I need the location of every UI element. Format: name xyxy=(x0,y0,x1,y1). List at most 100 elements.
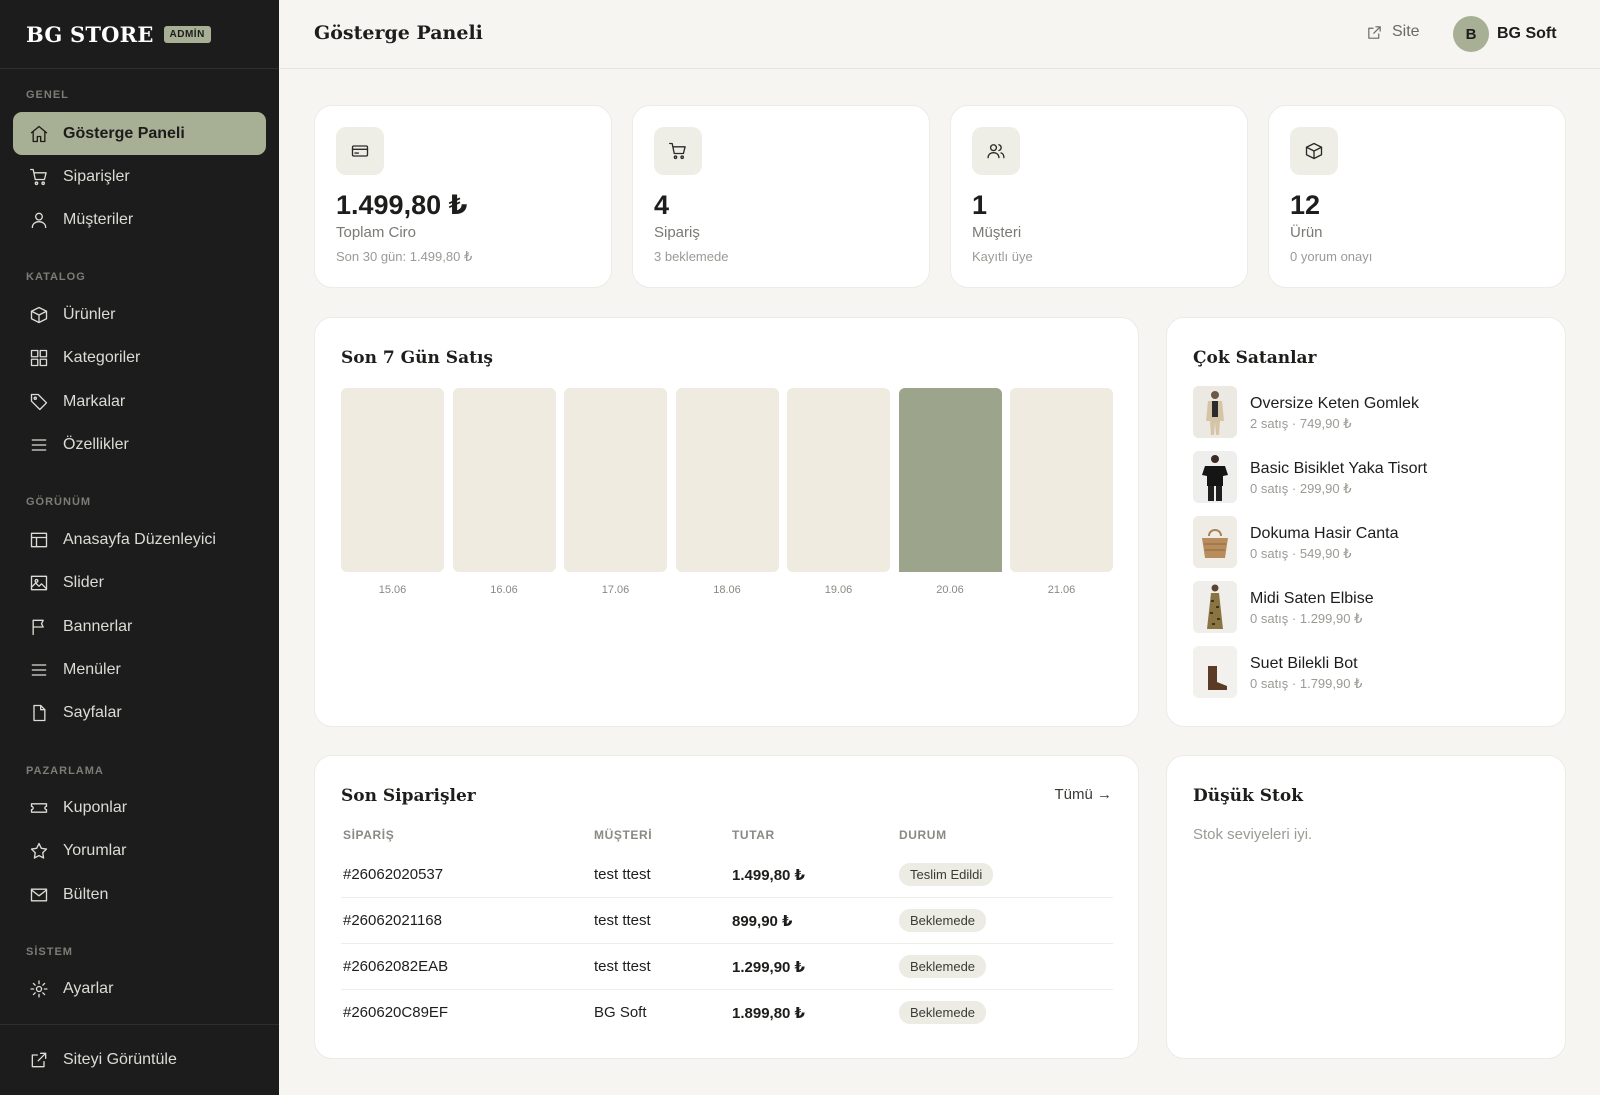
x-tick-label: 15.06 xyxy=(378,584,407,596)
stat-value: 4 xyxy=(654,190,670,220)
bar-track xyxy=(675,388,779,572)
sidebar-item-categories[interactable]: Kategoriler xyxy=(13,336,266,379)
box-icon xyxy=(1290,127,1338,175)
card-title: Düşük Stok xyxy=(1193,786,1303,806)
column-header-order: SİPARİŞ xyxy=(343,828,395,842)
nav-section-pazarlama: PAZARLAMA xyxy=(26,765,104,777)
recent-orders-card: Son Siparişler Tümü → SİPARİŞ MÜŞTERİ TU… xyxy=(314,755,1139,1059)
ticket-icon xyxy=(28,797,50,819)
sidebar-divider xyxy=(0,1024,279,1025)
stat-label: Ürün xyxy=(1290,224,1323,241)
cart-icon xyxy=(28,166,50,188)
sidebar-item-dashboard[interactable]: Gösterge Paneli xyxy=(13,112,266,155)
sidebar-item-homepage-editor[interactable]: Anasayfa Düzenleyici xyxy=(13,518,266,561)
order-customer: test ttest xyxy=(594,958,651,975)
bestseller-item[interactable]: Midi Saten Elbise 0 satış · 1.299,90 ₺ xyxy=(1193,581,1553,633)
sidebar-item-newsletter[interactable]: Bülten xyxy=(13,873,266,916)
bestseller-item[interactable]: Basic Bisiklet Yaka Tisort 0 satış · 299… xyxy=(1193,451,1553,503)
users-icon xyxy=(972,127,1020,175)
stat-sub: Kayıtlı üye xyxy=(972,249,1033,264)
order-id[interactable]: #260620C89EF xyxy=(343,1004,449,1021)
bar-track xyxy=(452,388,556,572)
order-id[interactable]: #26062020537 xyxy=(343,866,444,883)
page-title: Gösterge Paneli xyxy=(314,22,483,44)
menu-icon xyxy=(28,659,50,681)
sidebar-item-label: Kuponlar xyxy=(63,798,128,816)
stat-card-revenue: 1.499,80 ₺ Toplam Ciro Son 30 gün: 1.499… xyxy=(314,105,612,288)
card-title: Son Siparişler xyxy=(341,786,476,806)
status-badge: Beklemede xyxy=(899,955,987,978)
sidebar-item-pages[interactable]: Sayfalar xyxy=(13,691,266,734)
cart-icon xyxy=(654,127,702,175)
external-link-icon xyxy=(28,1049,50,1071)
view-all-orders-link[interactable]: Tümü → xyxy=(1054,786,1112,803)
list-icon xyxy=(28,434,50,456)
bar-20.06[interactable] xyxy=(898,388,1002,572)
product-name: Suet Bilekli Bot xyxy=(1250,655,1358,672)
sidebar-item-banners[interactable]: Bannerlar xyxy=(13,605,266,648)
sidebar-item-label: Özellikler xyxy=(63,435,129,453)
stat-label: Müşteri xyxy=(972,224,1022,241)
site-link-label: Site xyxy=(1392,23,1420,40)
order-id[interactable]: #26062082EAB xyxy=(343,958,449,975)
sidebar-item-brands[interactable]: Markalar xyxy=(13,380,266,423)
product-thumbnail xyxy=(1193,646,1237,698)
nav-section-katalog: KATALOG xyxy=(26,271,86,283)
grid-icon xyxy=(28,347,50,369)
sidebar-item-label: Menüler xyxy=(63,660,121,678)
sidebar-item-attributes[interactable]: Özellikler xyxy=(13,423,266,466)
sidebar-item-slider[interactable]: Slider xyxy=(13,561,266,604)
bestseller-item[interactable]: Suet Bilekli Bot 0 satış · 1.799,90 ₺ xyxy=(1193,646,1553,698)
column-header-status: DURUM xyxy=(899,828,947,842)
sidebar-item-products[interactable]: Ürünler xyxy=(13,293,266,336)
bar-track xyxy=(1010,388,1113,572)
bar-track xyxy=(787,388,890,572)
sidebar-item-label: Markalar xyxy=(63,392,126,410)
order-customer: BG Soft xyxy=(594,1004,647,1021)
sidebar-item-orders[interactable]: Siparişler xyxy=(13,155,266,198)
product-sales: 0 satış · 1.799,90 ₺ xyxy=(1250,676,1363,691)
sidebar-item-coupons[interactable]: Kuponlar xyxy=(13,786,266,829)
bestsellers-card: Çok Satanlar Oversize Keten Gomlek 2 sat… xyxy=(1166,317,1566,727)
sidebar-item-label: Kategoriler xyxy=(63,348,141,366)
external-link-icon xyxy=(1368,25,1381,39)
stat-label: Toplam Ciro xyxy=(336,224,417,241)
x-tick-label: 20.06 xyxy=(936,584,964,596)
product-name: Midi Saten Elbise xyxy=(1250,590,1374,607)
status-badge: Teslim Edildi xyxy=(899,863,994,886)
sidebar-item-view-site[interactable]: Siteyi Görüntüle xyxy=(13,1038,266,1081)
nav-section-sistem: SİSTEM xyxy=(26,946,73,958)
x-tick-label: 21.06 xyxy=(1047,584,1076,596)
star-icon xyxy=(28,840,50,862)
product-thumbnail xyxy=(1193,516,1237,568)
stat-card-products: 12 Ürün 0 yorum onayı xyxy=(1268,105,1566,288)
admin-badge: ADMİN xyxy=(163,25,211,43)
sidebar-item-reviews[interactable]: Yorumlar xyxy=(13,829,266,872)
sidebar-item-label: Sayfalar xyxy=(63,703,122,721)
user-menu[interactable]: B BG Soft xyxy=(1453,16,1557,52)
order-id[interactable]: #26062021168 xyxy=(343,912,442,929)
flag-icon xyxy=(28,616,50,638)
site-link[interactable]: Site xyxy=(1366,23,1420,41)
gear-icon xyxy=(28,978,50,1000)
tag-icon xyxy=(28,391,50,413)
stat-card-customers: 1 Müşteri Kayıtlı üye xyxy=(950,105,1248,288)
stat-sub: 0 yorum onayı xyxy=(1290,249,1373,264)
nav-section-gorunum: GÖRÜNÜM xyxy=(26,496,92,508)
brand-name[interactable]: BG STORE xyxy=(26,21,154,47)
order-amount: 1.499,80 ₺ xyxy=(732,867,805,884)
sidebar-item-label: Siteyi Görüntüle xyxy=(63,1050,177,1068)
product-sales: 2 satış · 749,90 ₺ xyxy=(1250,416,1352,431)
sidebar-item-menus[interactable]: Menüler xyxy=(13,648,266,691)
home-icon xyxy=(28,123,50,145)
sidebar: BG STORE ADMİN GENEL Gösterge Paneli Sip… xyxy=(0,0,279,1095)
bestseller-item[interactable]: Oversize Keten Gomlek 2 satış · 749,90 ₺ xyxy=(1193,386,1553,438)
sidebar-item-customers[interactable]: Müşteriler xyxy=(13,198,266,241)
status-badge: Beklemede xyxy=(899,1001,987,1024)
sidebar-item-label: Yorumlar xyxy=(63,841,127,859)
product-thumbnail xyxy=(1193,581,1237,633)
row-divider xyxy=(341,989,1113,990)
bestseller-item[interactable]: Dokuma Hasir Canta 0 satış · 549,90 ₺ xyxy=(1193,516,1553,568)
product-name: Dokuma Hasir Canta xyxy=(1250,525,1399,542)
sidebar-item-settings[interactable]: Ayarlar xyxy=(13,967,266,1010)
